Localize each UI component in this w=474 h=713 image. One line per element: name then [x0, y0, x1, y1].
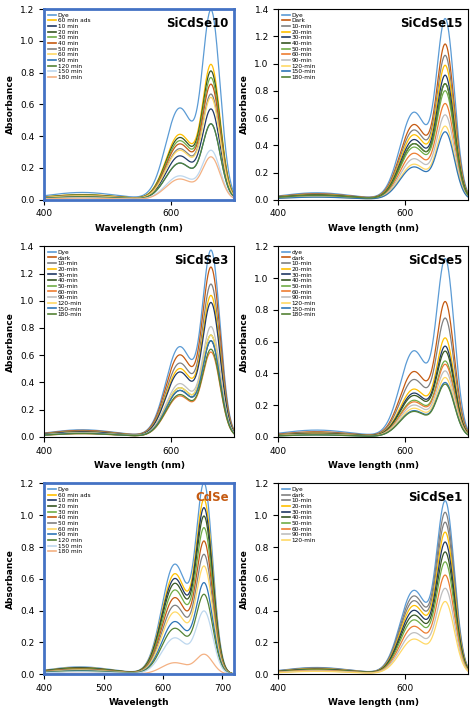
X-axis label: Wave length (nm): Wave length (nm): [328, 699, 419, 707]
Legend: dye, dark, 10-min, 20-min, 30-min, 40-min, 50-min, 60-min, 90-min, 120-min, 150-: dye, dark, 10-min, 20-min, 30-min, 40-mi…: [280, 248, 318, 319]
Y-axis label: Absorbance: Absorbance: [6, 549, 15, 609]
Y-axis label: Absorbance: Absorbance: [6, 312, 15, 371]
Text: SiCdSe1: SiCdSe1: [409, 491, 463, 504]
X-axis label: Wavelength: Wavelength: [109, 699, 170, 707]
Y-axis label: Absorbance: Absorbance: [240, 312, 249, 371]
Text: SiCdSe5: SiCdSe5: [409, 254, 463, 267]
Text: CdSe: CdSe: [195, 491, 228, 504]
Y-axis label: Absorbance: Absorbance: [240, 549, 249, 609]
Text: SiCdSe10: SiCdSe10: [166, 16, 228, 30]
Legend: Dye, 60 min ads, 10 min, 20 min, 30 min, 40 min, 50 min, 60 min, 90 min, 120 min: Dye, 60 min ads, 10 min, 20 min, 30 min,…: [46, 11, 92, 82]
X-axis label: Wave length (nm): Wave length (nm): [328, 461, 419, 471]
Y-axis label: Absorbance: Absorbance: [240, 74, 249, 134]
Text: SiCdSe3: SiCdSe3: [174, 254, 228, 267]
X-axis label: Wave length (nm): Wave length (nm): [94, 461, 185, 471]
Legend: Dye, dark, 10-min, 20-min, 30-min, 40-min, 50-min, 60-min, 90-min, 120-min, 150-: Dye, dark, 10-min, 20-min, 30-min, 40-mi…: [46, 248, 83, 319]
Text: SiCdSe15: SiCdSe15: [400, 16, 463, 30]
X-axis label: Wave length (nm): Wave length (nm): [328, 224, 419, 233]
X-axis label: Wavelength (nm): Wavelength (nm): [95, 224, 183, 233]
Legend: Dye, dark, 10-min, 20-min, 30-min, 40-min, 50-min, 60-min, 90-min, 120-min: Dye, dark, 10-min, 20-min, 30-min, 40-mi…: [280, 486, 318, 545]
Legend: Dye, 60 min ads, 10 min, 20 min, 30 min, 40 min, 50 min, 60 min, 90 min, 120 min: Dye, 60 min ads, 10 min, 20 min, 30 min,…: [46, 486, 92, 556]
Y-axis label: Absorbance: Absorbance: [6, 74, 15, 134]
Legend: Dye, Dark, 10-min, 20-min, 30-min, 40-min, 50-min, 60-min, 90-min, 120-min, 150-: Dye, Dark, 10-min, 20-min, 30-min, 40-mi…: [280, 11, 318, 82]
